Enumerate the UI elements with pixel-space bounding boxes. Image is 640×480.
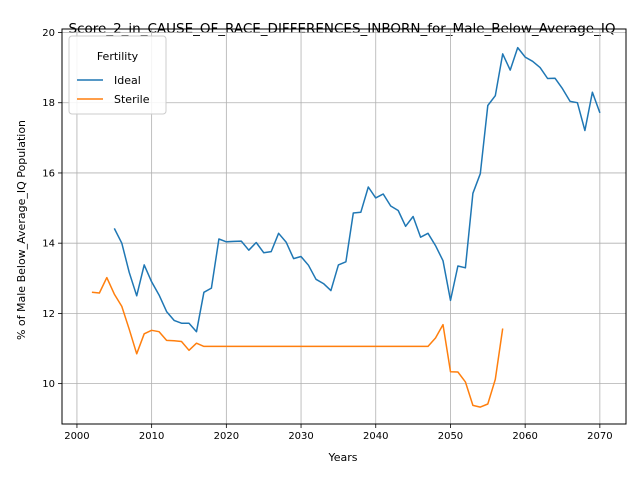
- legend-label-ideal: Ideal: [114, 74, 141, 87]
- x-tick-label: 2030: [288, 431, 313, 442]
- x-tick-label: 2040: [363, 431, 388, 442]
- legend: Fertility Ideal Sterile: [68, 35, 167, 115]
- legend-box: [68, 35, 167, 115]
- x-axis-label: Years: [327, 451, 357, 464]
- x-tick-label: 2070: [587, 431, 612, 442]
- x-tick-label: 2020: [214, 431, 239, 442]
- y-axis: 10 12 14 16 18 20: [42, 28, 62, 390]
- y-tick-label: 16: [42, 168, 55, 179]
- series-line-ideal: [113, 46, 601, 333]
- x-tick-label: 2060: [512, 431, 537, 442]
- plot-area: [61, 28, 627, 425]
- x-tick-label: 2010: [139, 431, 164, 442]
- y-tick-label: 10: [42, 379, 55, 390]
- y-tick-label: 14: [42, 239, 55, 250]
- legend-title: Fertility: [97, 50, 139, 63]
- x-axis: 2000 2010 2020 2030 2040 2050 2060 2070: [64, 424, 613, 442]
- y-tick-label: 18: [42, 98, 55, 109]
- x-tick-label: 2000: [64, 431, 89, 442]
- series-lines: [91, 46, 601, 408]
- y-tick-label: 12: [42, 309, 55, 320]
- y-tick-label: 20: [42, 28, 55, 39]
- series-line-sterile: [91, 276, 504, 408]
- legend-label-sterile: Sterile: [114, 93, 150, 106]
- y-axis-label: % of Male Below_Average_IQ Population: [15, 120, 28, 340]
- x-tick-label: 2050: [438, 431, 463, 442]
